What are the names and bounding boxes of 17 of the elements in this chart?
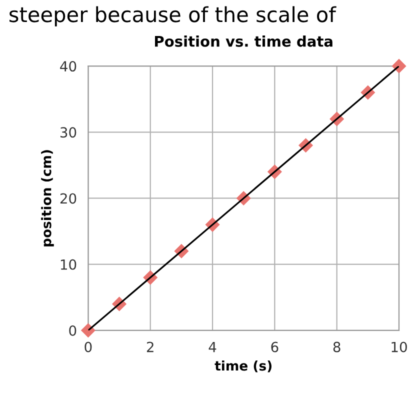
x-tick-label: 6 (271, 342, 278, 352)
y-tick-label: 10 (60, 259, 76, 270)
y-axis-title: position (cm) (41, 150, 54, 246)
x-tick-label: 8 (333, 342, 340, 352)
x-axis-title: time (s) (214, 360, 272, 372)
y-tick-label: 0 (69, 325, 76, 336)
chart-title: Position vs. time data (155, 36, 332, 47)
y-tick-label: 40 (60, 61, 76, 72)
x-tick-label: 10 (392, 342, 407, 352)
y-tick-label: 30 (60, 127, 76, 138)
x-tick-label: 4 (208, 342, 216, 352)
x-tick-label: 0 (84, 342, 92, 352)
y-tick-label: 20 (60, 193, 76, 204)
point (392, 58, 406, 74)
point (80, 323, 96, 338)
text: steeper because of the scale of (10, 6, 336, 26)
x-tick-label: 2 (146, 342, 154, 352)
